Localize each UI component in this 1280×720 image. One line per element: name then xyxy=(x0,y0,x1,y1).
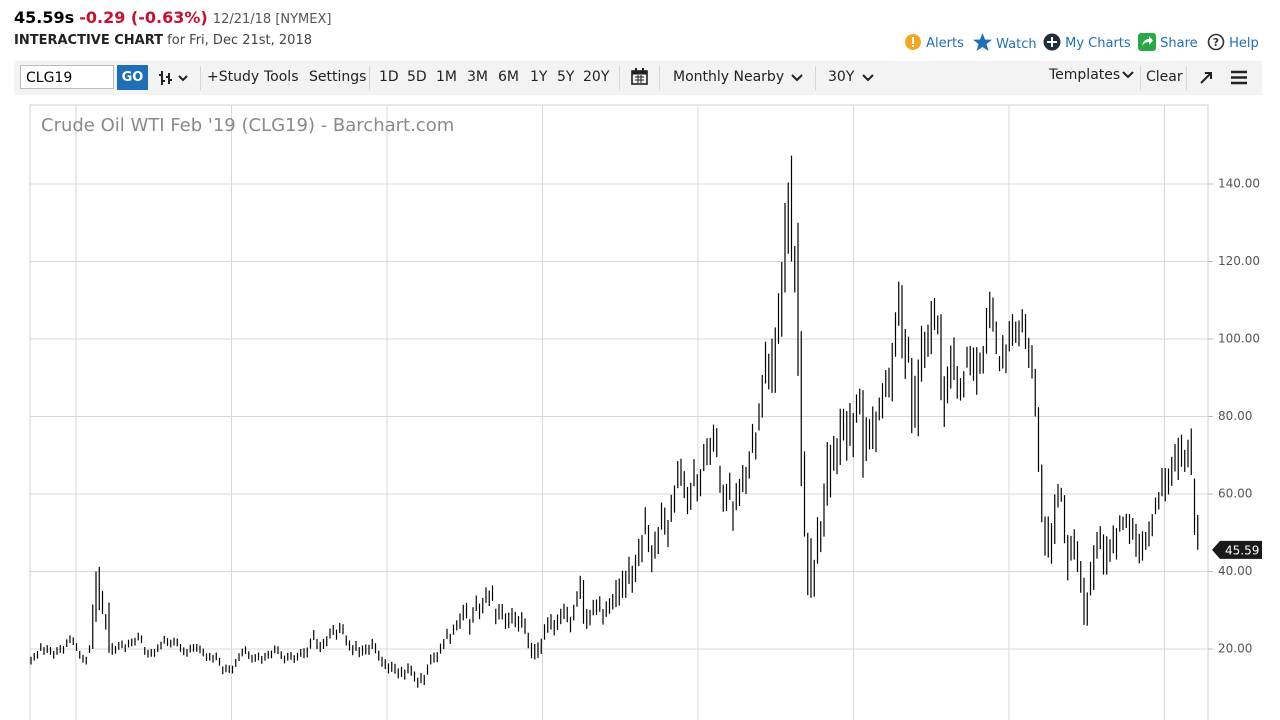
y-tick-label: 80.00 xyxy=(1218,409,1252,423)
y-tick-label: 40.00 xyxy=(1218,564,1252,578)
last-price-label: 45.59 xyxy=(1225,543,1259,557)
period-button[interactable]: 1M xyxy=(436,69,457,85)
period-button[interactable]: 6M xyxy=(498,69,519,85)
y-tick-label: 60.00 xyxy=(1218,487,1252,501)
y-tick-label: 20.00 xyxy=(1218,642,1252,656)
period-button[interactable]: 5D xyxy=(407,69,427,85)
help-label[interactable]: Help xyxy=(1229,36,1259,51)
action-help[interactable]: ? Help xyxy=(1207,33,1259,51)
action-mycharts[interactable]: My Charts xyxy=(1043,33,1131,51)
action-alerts[interactable]: Alerts xyxy=(904,33,964,51)
y-tick-label: 120.00 xyxy=(1218,254,1260,268)
study-button[interactable]: +Study xyxy=(207,69,260,85)
symbol-input[interactable]: CLG19 xyxy=(20,65,114,89)
share-icon xyxy=(1138,33,1156,51)
separator xyxy=(815,66,816,90)
clear-button[interactable]: Clear xyxy=(1146,69,1183,85)
watch-icon xyxy=(973,33,992,51)
svg-text:?: ? xyxy=(1213,36,1219,49)
action-share[interactable]: Share xyxy=(1138,33,1198,51)
mycharts-label[interactable]: My Charts xyxy=(1065,36,1131,51)
y-tick-label: 100.00 xyxy=(1218,332,1260,346)
range-caret[interactable] xyxy=(861,73,875,83)
settings-button[interactable]: Settings xyxy=(309,69,367,85)
last-price: 45.59s xyxy=(14,8,75,27)
menu-button[interactable] xyxy=(1230,70,1248,85)
quote-line: 45.59s -0.29 (-0.63%) 12/21/18 [NYMEX] xyxy=(14,8,331,27)
tools-button[interactable]: Tools xyxy=(264,69,299,85)
expand-button[interactable] xyxy=(1199,71,1213,85)
last-price-marker xyxy=(1212,540,1262,559)
bars xyxy=(30,155,1199,688)
range-select[interactable]: 30Y xyxy=(828,69,855,85)
separator xyxy=(619,66,620,90)
mycharts-icon xyxy=(1043,33,1061,51)
share-label[interactable]: Share xyxy=(1160,36,1198,51)
calendar-button[interactable] xyxy=(631,68,648,85)
watch-label[interactable]: Watch xyxy=(996,37,1037,52)
quote-date: 12/21/18 [NYMEX] xyxy=(212,12,332,27)
period-button[interactable]: 5Y xyxy=(557,69,575,85)
separator xyxy=(200,66,201,90)
separator xyxy=(1186,66,1187,90)
go-button[interactable]: GO xyxy=(117,65,148,90)
price-change: -0.29 (-0.63%) xyxy=(79,8,208,27)
frequency-caret[interactable] xyxy=(790,73,804,83)
period-button[interactable]: 3M xyxy=(467,69,488,85)
heading-date: for Fri, Dec 21st, 2018 xyxy=(167,33,312,48)
templates-caret[interactable] xyxy=(1121,70,1135,80)
chart-heading: INTERACTIVE CHART for Fri, Dec 21st, 201… xyxy=(14,33,312,48)
heading-label: INTERACTIVE CHART xyxy=(14,33,164,48)
chart-title: Crude Oil WTI Feb '19 (CLG19) - Barchart… xyxy=(41,115,454,136)
alerts-icon xyxy=(905,34,921,50)
separator xyxy=(369,66,370,90)
action-watch[interactable]: Watch xyxy=(973,33,1037,52)
alerts-label[interactable]: Alerts xyxy=(926,36,964,51)
period-button[interactable]: 1D xyxy=(379,69,399,85)
separator xyxy=(659,66,660,90)
templates-button[interactable]: Templates xyxy=(1049,67,1121,83)
separator xyxy=(1140,66,1141,90)
period-button[interactable]: 1Y xyxy=(530,69,548,85)
y-tick-label: 140.00 xyxy=(1218,177,1260,191)
plot-frame xyxy=(29,104,1209,720)
period-button[interactable]: 20Y xyxy=(583,69,610,85)
chart-type-button[interactable] xyxy=(158,69,192,87)
frequency-select[interactable]: Monthly Nearby xyxy=(673,69,785,85)
help-icon: ? xyxy=(1207,33,1225,51)
